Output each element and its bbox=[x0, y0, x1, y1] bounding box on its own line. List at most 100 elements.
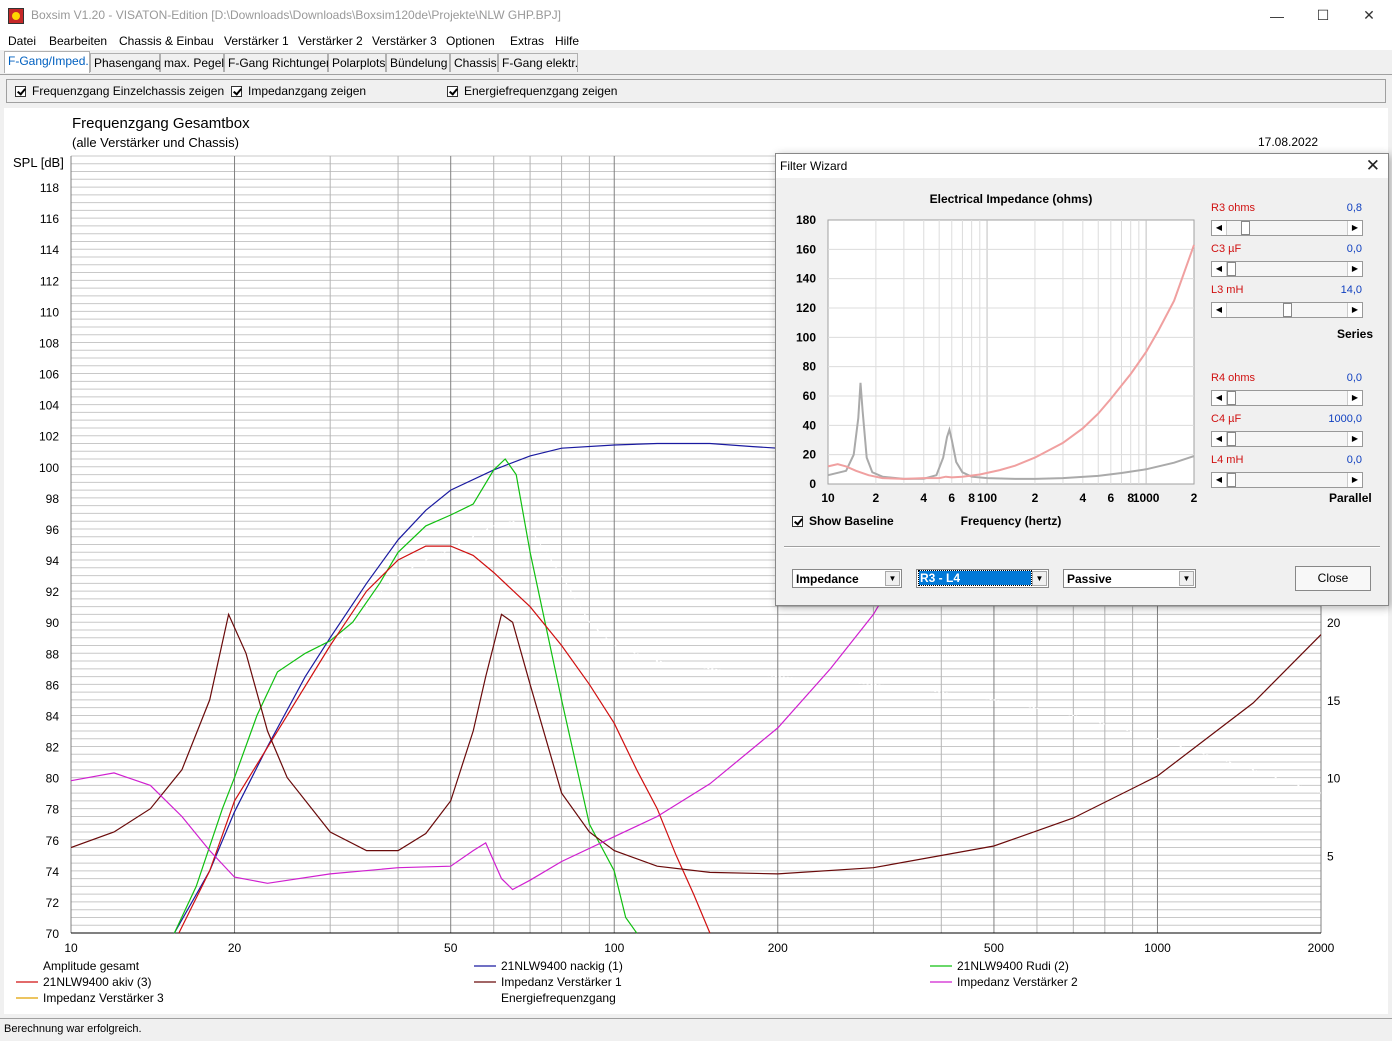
slider-thumb[interactable] bbox=[1227, 473, 1236, 487]
checkbox-energiefrequenzgang[interactable] bbox=[447, 85, 458, 97]
param-label-l3: L3 mH bbox=[1211, 284, 1244, 296]
dialog-close-icon[interactable]: ✕ bbox=[1365, 156, 1380, 175]
param-slider-l4[interactable]: ◀ ▶ bbox=[1211, 472, 1363, 488]
legend-label: Impedanz Verstärker 2 bbox=[957, 975, 1078, 989]
show-baseline-option[interactable]: Show Baseline bbox=[792, 514, 894, 528]
chevron-right-icon[interactable]: ▶ bbox=[1347, 432, 1362, 446]
menu-optionen[interactable]: Optionen bbox=[446, 34, 495, 48]
menu-verstaerker-2[interactable]: Verstärker 2 bbox=[298, 34, 363, 48]
x-tick-label: 100 bbox=[604, 941, 624, 955]
chevron-down-icon[interactable]: ▼ bbox=[885, 571, 900, 586]
type-select[interactable]: Passive ▼ bbox=[1063, 569, 1196, 588]
x-tick-label: 50 bbox=[444, 941, 458, 955]
y-axis-label: SPL [dB] bbox=[13, 155, 64, 170]
checkbox-impedanzgang[interactable] bbox=[231, 85, 242, 97]
legend-label: 21NLW9400 akiv (3) bbox=[43, 975, 152, 989]
y-tick-label: 78 bbox=[46, 803, 60, 817]
impedance-x-tick: 6 bbox=[1107, 491, 1114, 505]
param-label-c3: C3 µF bbox=[1211, 243, 1242, 255]
menu-verstaerker-3[interactable]: Verstärker 3 bbox=[372, 34, 437, 48]
param-value-c3: 0,0 bbox=[1346, 243, 1362, 255]
option-einzelchassis-label: Frequenzgang Einzelchassis zeigen bbox=[32, 84, 225, 98]
param-slider-r4[interactable]: ◀ ▶ bbox=[1211, 390, 1363, 406]
chevron-right-icon[interactable]: ▶ bbox=[1347, 221, 1362, 235]
x-tick-label: 500 bbox=[984, 941, 1004, 955]
param-slider-c3[interactable]: ◀ ▶ bbox=[1211, 261, 1363, 277]
chart-subtitle: (alle Verstärker und Chassis) bbox=[72, 135, 239, 150]
y-tick-label: 88 bbox=[46, 647, 60, 661]
y-tick-label: 96 bbox=[46, 523, 60, 537]
tab-max-pegel[interactable]: max. Pegel bbox=[160, 53, 224, 72]
chevron-right-icon[interactable]: ▶ bbox=[1347, 391, 1362, 405]
slider-thumb[interactable] bbox=[1227, 391, 1236, 405]
y-tick-label: 104 bbox=[39, 399, 59, 413]
option-energiefrequenzgang[interactable]: Energiefrequenzgang zeigen bbox=[447, 84, 617, 98]
y-tick-label: 118 bbox=[40, 181, 59, 195]
y-tick-label: 110 bbox=[40, 305, 59, 319]
tab-buendelung[interactable]: Bündelung bbox=[386, 53, 450, 72]
options-bar: Frequenzgang Einzelchassis zeigen Impeda… bbox=[6, 79, 1386, 103]
tab-f-gang-imped[interactable]: F-Gang/Imped. bbox=[4, 51, 90, 73]
app-icon[interactable] bbox=[8, 8, 24, 24]
series-line-1 bbox=[173, 442, 778, 934]
param-value-r3: 0,8 bbox=[1346, 202, 1362, 214]
param-value-l4: 0,0 bbox=[1346, 454, 1362, 466]
y2-tick-label: 20 bbox=[1327, 616, 1341, 630]
param-label-r3: R3 ohms bbox=[1211, 202, 1256, 214]
tab-f-gang-richtungen[interactable]: F-Gang Richtungen bbox=[224, 53, 333, 72]
type-select-value: Passive bbox=[1067, 572, 1112, 586]
chevron-left-icon[interactable]: ◀ bbox=[1212, 473, 1227, 487]
dialog-close-button[interactable]: Close bbox=[1295, 566, 1371, 591]
close-button[interactable]: ✕ bbox=[1363, 7, 1375, 23]
impedance-x-tick: 1000 bbox=[1133, 491, 1160, 505]
x-tick-label: 10 bbox=[64, 941, 78, 955]
impedance-x-label: Frequency (hertz) bbox=[961, 514, 1062, 528]
option-impedanzgang-label: Impedanzgang zeigen bbox=[248, 84, 367, 98]
option-impedanzgang[interactable]: Impedanzgang zeigen bbox=[231, 84, 366, 98]
tab-chassis[interactable]: Chassis bbox=[450, 53, 498, 72]
chevron-right-icon[interactable]: ▶ bbox=[1347, 473, 1362, 487]
slider-thumb[interactable] bbox=[1282, 303, 1292, 317]
tab-f-gang-elektr[interactable]: F-Gang elektr. bbox=[498, 53, 578, 72]
tab-phasengang[interactable]: Phasengang bbox=[90, 53, 161, 72]
chevron-left-icon[interactable]: ◀ bbox=[1212, 391, 1227, 405]
mode-select[interactable]: Impedance ▼ bbox=[792, 569, 902, 588]
chevron-left-icon[interactable]: ◀ bbox=[1212, 221, 1227, 235]
chevron-down-icon[interactable]: ▼ bbox=[1179, 571, 1194, 586]
chevron-left-icon[interactable]: ◀ bbox=[1212, 262, 1227, 276]
menu-datei[interactable]: Datei bbox=[8, 34, 37, 48]
option-einzelchassis[interactable]: Frequenzgang Einzelchassis zeigen bbox=[15, 84, 224, 98]
component-select[interactable]: R3 - L4 ▼ bbox=[916, 569, 1049, 588]
y-tick-label: 98 bbox=[46, 492, 60, 506]
series-line-2 bbox=[173, 458, 638, 934]
param-slider-r3[interactable]: ◀ ▶ bbox=[1211, 220, 1363, 236]
menu-verstaerker-1[interactable]: Verstärker 1 bbox=[224, 34, 289, 48]
chevron-left-icon[interactable]: ◀ bbox=[1212, 303, 1227, 317]
y-tick-label: 70 bbox=[46, 927, 60, 941]
x-tick-label: 2000 bbox=[1308, 941, 1335, 955]
checkbox-einzelchassis[interactable] bbox=[15, 85, 26, 97]
checkbox-show-baseline[interactable] bbox=[792, 515, 803, 527]
minimize-button[interactable]: — bbox=[1270, 7, 1284, 24]
slider-thumb[interactable] bbox=[1227, 262, 1236, 276]
chevron-down-icon[interactable]: ▼ bbox=[1032, 571, 1047, 586]
slider-thumb[interactable] bbox=[1227, 432, 1236, 446]
menu-chassis-einbau[interactable]: Chassis & Einbau bbox=[119, 34, 214, 48]
chevron-right-icon[interactable]: ▶ bbox=[1347, 303, 1362, 317]
maximize-button[interactable]: ☐ bbox=[1316, 7, 1330, 23]
param-slider-c4[interactable]: ◀ ▶ bbox=[1211, 431, 1363, 447]
y-tick-label: 102 bbox=[39, 430, 59, 444]
menu-extras[interactable]: Extras bbox=[510, 34, 545, 48]
slider-thumb[interactable] bbox=[1241, 221, 1251, 235]
chevron-left-icon[interactable]: ◀ bbox=[1212, 432, 1227, 446]
y-tick-label: 84 bbox=[46, 709, 60, 723]
tab-polarplots[interactable]: Polarplots bbox=[328, 53, 386, 72]
param-label-r4: R4 ohms bbox=[1211, 372, 1256, 384]
chevron-right-icon[interactable]: ▶ bbox=[1347, 262, 1362, 276]
menu-hilfe[interactable]: Hilfe bbox=[555, 34, 580, 48]
param-label-c4: C4 µF bbox=[1211, 413, 1242, 425]
impedance-x-tick: 10 bbox=[821, 491, 835, 505]
menu-bearbeiten[interactable]: Bearbeiten bbox=[49, 34, 108, 48]
param-slider-l3[interactable]: ◀ ▶ bbox=[1211, 302, 1363, 318]
